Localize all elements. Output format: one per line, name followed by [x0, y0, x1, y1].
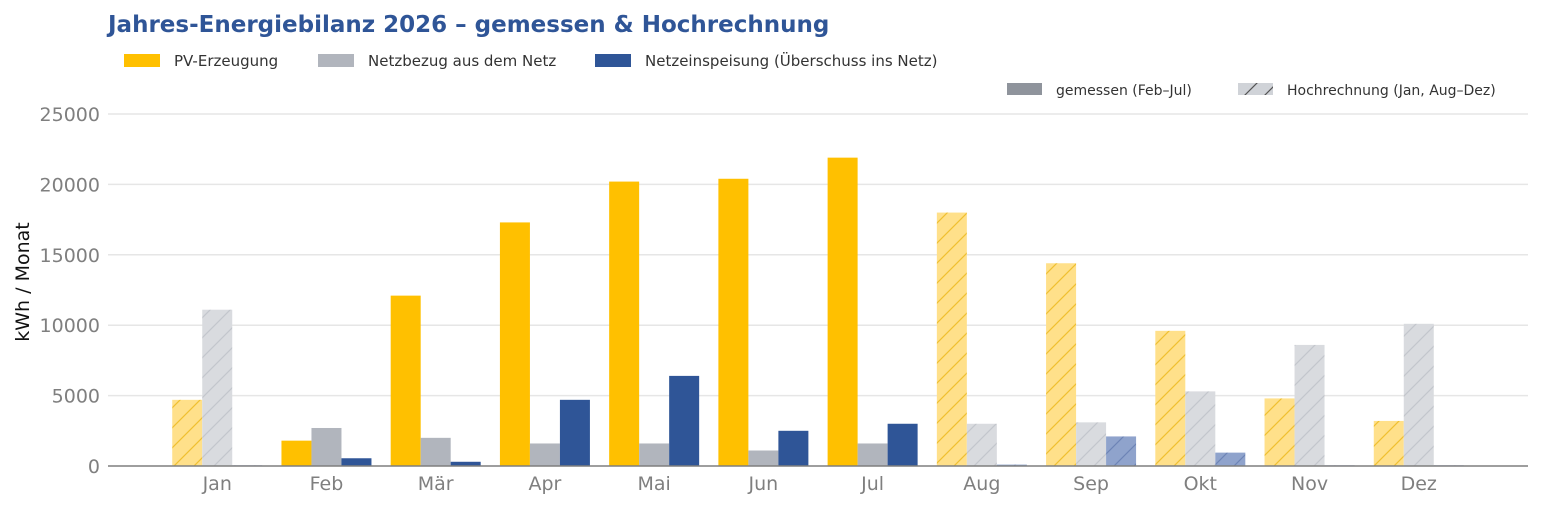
legend-swatch	[124, 54, 160, 67]
bar-netzbezug-aug	[966, 423, 997, 466]
bar-netzbezug-jun	[748, 450, 779, 466]
bar-netzeinspeisung-jul	[887, 423, 918, 466]
x-tick-label: Jun	[748, 473, 779, 495]
bar-pv-erzeugung-sep	[1046, 263, 1077, 466]
bar-netzeinspeisung-mai	[669, 375, 700, 466]
bar-netzbezug-jul	[857, 443, 888, 466]
bar-pv-erzeugung-nov	[1264, 398, 1295, 466]
bar-netzeinspeisung-feb	[341, 458, 372, 466]
y-tick-label: 5000	[52, 386, 100, 408]
bar-netzeinspeisung-mär	[450, 461, 481, 466]
bar-pv-erzeugung-okt	[1155, 330, 1186, 466]
bar-pv-erzeugung-jul	[827, 157, 858, 466]
style-legend-label: gemessen (Feb–Jul)	[1056, 83, 1192, 99]
legend-swatch	[595, 54, 631, 67]
style-legend-label: Hochrechnung (Jan, Aug–Dez)	[1287, 83, 1496, 99]
style-legend-swatch	[1007, 83, 1042, 95]
y-tick-label: 15000	[40, 245, 100, 267]
bar-pv-erzeugung-dez	[1373, 420, 1404, 466]
legend-label: PV-Erzeugung	[174, 52, 278, 70]
y-tick-label: 10000	[40, 315, 100, 337]
bar-netzbezug-apr	[529, 443, 560, 466]
bar-pv-erzeugung-apr	[499, 222, 530, 466]
x-tick-label: Dez	[1401, 473, 1437, 495]
bars	[172, 157, 1464, 467]
x-tick-label: Sep	[1073, 473, 1109, 495]
series-legend: PV-Erzeugung Netzbezug aus dem Netz Netzei…	[124, 51, 938, 70]
style-legend: gemessen (Feb–Jul) Hochrechnung (Jan, Aug…	[1007, 83, 1496, 99]
y-tick-label: 0	[88, 456, 100, 478]
bar-pv-erzeugung-jun	[718, 178, 749, 466]
bar-netzbezug-jan	[202, 309, 233, 466]
legend-swatch	[318, 54, 354, 67]
x-tick-label: Aug	[963, 473, 1000, 495]
legend-label: Netzeinspeisung (Überschuss ins Netz)	[645, 51, 938, 70]
x-tick-label: Nov	[1291, 473, 1328, 495]
x-tick-label: Mär	[418, 473, 454, 495]
y-axis-ticks: 0 5000 10000 15000 20000 25000	[40, 104, 100, 478]
x-tick-label: Jul	[860, 473, 884, 495]
bar-pv-erzeugung-feb	[281, 440, 312, 466]
x-tick-label: Okt	[1184, 473, 1217, 495]
bar-pv-erzeugung-mär	[390, 295, 421, 466]
bar-netzbezug-mär	[420, 437, 451, 466]
bar-netzeinspeisung-jun	[778, 430, 809, 466]
style-legend-swatch	[1238, 83, 1273, 95]
x-tick-label: Feb	[310, 473, 344, 495]
bar-netzeinspeisung-sep	[1106, 436, 1137, 466]
bar-netzbezug-nov	[1294, 344, 1325, 466]
bar-netzbezug-okt	[1185, 391, 1216, 466]
y-axis-label: kWh / Monat	[12, 222, 34, 341]
x-tick-label: Apr	[528, 473, 561, 495]
bar-pv-erzeugung-mai	[609, 181, 640, 467]
bar-netzbezug-feb	[311, 427, 342, 466]
legend-label: Netzbezug aus dem Netz	[368, 52, 556, 70]
x-axis-ticks: Jan Feb Mär Apr Mai Jun Jul Aug Sep Okt Nov Dez	[202, 473, 1437, 495]
x-tick-label: Jan	[202, 473, 232, 495]
y-tick-label: 20000	[40, 174, 100, 196]
bar-netzbezug-dez	[1403, 323, 1434, 466]
x-tick-label: Mai	[637, 473, 670, 495]
chart-title: Jahres-Energiebilanz 2026 – gemessen & H…	[106, 12, 829, 38]
grid	[108, 113, 1528, 397]
bar-netzeinspeisung-okt	[1215, 452, 1246, 466]
bar-pv-erzeugung-jan	[172, 399, 203, 466]
bar-netzbezug-sep	[1076, 422, 1107, 466]
bar-pv-erzeugung-aug	[936, 212, 967, 466]
bar-netzbezug-mai	[639, 443, 670, 466]
bar-netzeinspeisung-apr	[559, 399, 590, 466]
y-tick-label: 25000	[40, 104, 100, 126]
